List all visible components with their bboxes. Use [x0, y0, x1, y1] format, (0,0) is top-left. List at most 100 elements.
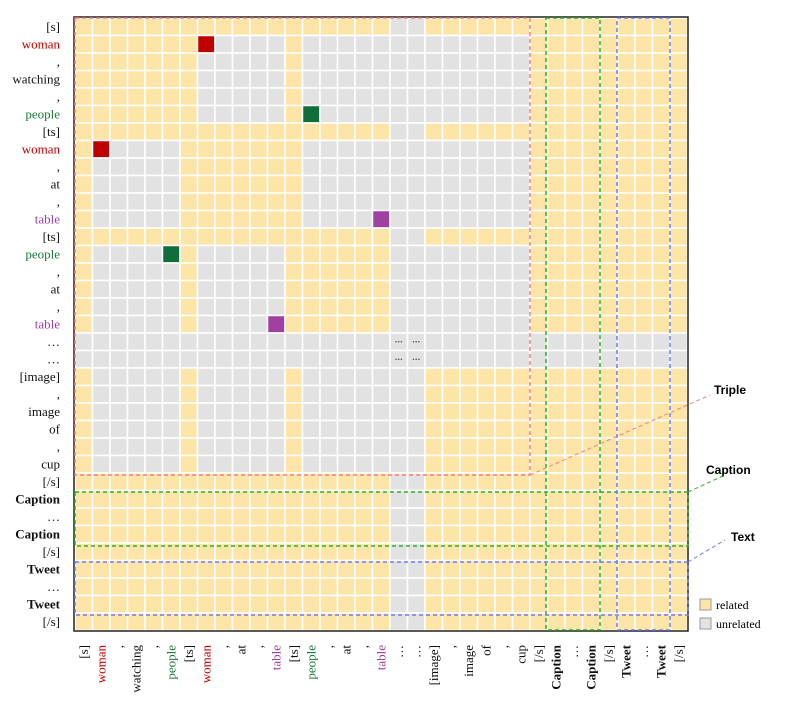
mask-cell — [214, 122, 234, 142]
mask-cell — [616, 314, 636, 334]
mask-cell — [669, 367, 689, 387]
mask-cell — [284, 437, 304, 457]
mask-cell — [144, 244, 164, 264]
mask-cell — [319, 454, 339, 474]
mask-cell — [406, 279, 426, 299]
mask-cell — [231, 524, 251, 544]
mask-cell — [634, 244, 654, 264]
mask-cell — [389, 87, 409, 107]
mask-cell — [301, 17, 321, 37]
mask-cell — [91, 209, 111, 229]
mask-cell — [599, 157, 619, 177]
mask-cell — [546, 384, 566, 404]
mask-cell — [494, 52, 514, 72]
mask-cell — [564, 402, 584, 422]
mask-cell — [284, 489, 304, 509]
mask-cell — [109, 402, 129, 422]
mask-cell — [494, 192, 514, 212]
mask-cell — [371, 594, 391, 614]
mask-cell — [196, 419, 216, 439]
mask-cell — [441, 402, 461, 422]
mask-cell — [91, 262, 111, 282]
mask-cell — [459, 174, 479, 194]
mask-cell — [144, 559, 164, 579]
mask-cell — [231, 367, 251, 387]
mask-cell — [546, 157, 566, 177]
mask-cell — [389, 489, 409, 509]
mask-cell — [179, 314, 199, 334]
mask-cell — [231, 594, 251, 614]
mask-cell — [74, 594, 94, 614]
mask-cell — [284, 262, 304, 282]
mask-cell — [126, 367, 146, 387]
mask-cell — [354, 157, 374, 177]
mask-cell — [301, 52, 321, 72]
mask-cell — [214, 437, 234, 457]
mask-cell — [634, 349, 654, 369]
mask-cell — [336, 104, 356, 124]
mask-cell — [161, 297, 181, 317]
mask-cell — [179, 192, 199, 212]
mask-cell — [581, 332, 601, 352]
mask-cell — [441, 577, 461, 597]
mask-cell — [581, 244, 601, 264]
mask-cell — [284, 279, 304, 299]
column-label: cup — [513, 645, 528, 664]
mask-cell — [546, 174, 566, 194]
mask-cell — [336, 262, 356, 282]
mask-cell — [196, 122, 216, 142]
mask-cell — [336, 279, 356, 299]
mask-cell — [651, 209, 671, 229]
mask-cell — [371, 454, 391, 474]
mask-cell — [144, 489, 164, 509]
mask-cell — [511, 367, 531, 387]
column-label: [ts] — [181, 645, 196, 662]
mask-cell — [564, 489, 584, 509]
mask-cell — [371, 489, 391, 509]
ellipsis-dot — [400, 340, 403, 343]
mask-cell — [669, 384, 689, 404]
mask-cell — [196, 349, 216, 369]
mask-cell — [144, 104, 164, 124]
mask-cell — [599, 69, 619, 89]
mask-cell — [581, 87, 601, 107]
mask-cell — [669, 297, 689, 317]
mask-cell — [161, 209, 181, 229]
mask-cell — [389, 104, 409, 124]
mask-cell — [511, 419, 531, 439]
mask-cell — [126, 314, 146, 334]
mask-cell — [651, 192, 671, 212]
mask-cell — [74, 349, 94, 369]
mask-cell — [651, 349, 671, 369]
mask-cell — [161, 69, 181, 89]
mask-cell — [266, 87, 286, 107]
mask-cell — [109, 227, 129, 247]
mask-cell — [196, 437, 216, 457]
mask-cell — [179, 297, 199, 317]
mask-cell — [651, 367, 671, 387]
mask-cell — [581, 314, 601, 334]
mask-cell — [231, 192, 251, 212]
mask-cell — [266, 69, 286, 89]
mask-cell — [266, 577, 286, 597]
mask-cell — [494, 384, 514, 404]
text-callout-line — [687, 539, 726, 563]
mask-cell — [319, 297, 339, 317]
mask-cell — [651, 139, 671, 159]
mask-cell — [231, 332, 251, 352]
mask-cell — [249, 402, 269, 422]
mask-cell — [669, 17, 689, 37]
mask-cell — [494, 227, 514, 247]
mask-cell — [336, 297, 356, 317]
mask-cell — [179, 139, 199, 159]
mask-cell — [179, 69, 199, 89]
mask-cell — [669, 314, 689, 334]
mask-cell — [406, 69, 426, 89]
mask-cell — [424, 139, 444, 159]
mask-cell — [371, 384, 391, 404]
mask-cell — [634, 402, 654, 422]
mask-cell — [546, 419, 566, 439]
mask-cell — [546, 244, 566, 264]
mask-cell — [494, 402, 514, 422]
mask-cell — [459, 577, 479, 597]
